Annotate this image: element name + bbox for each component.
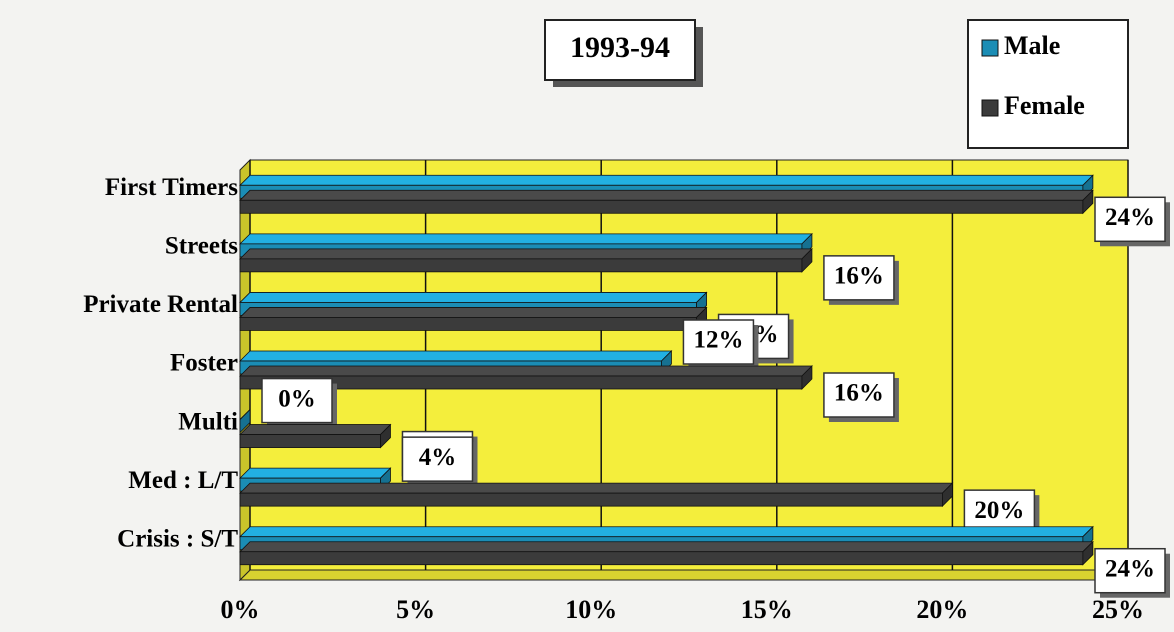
data-label: 4%	[419, 444, 457, 471]
bar-top	[239, 526, 1094, 538]
bar-end	[380, 423, 391, 449]
bar	[239, 434, 381, 448]
x-tick-label: 20%	[916, 595, 968, 624]
x-tick-label: 15%	[741, 595, 793, 624]
y-tick-label: Foster	[170, 350, 238, 377]
title-box	[544, 19, 696, 81]
bar-top	[239, 174, 1094, 186]
data-label: 0%	[278, 385, 316, 412]
y-tick-label: Multi	[178, 408, 238, 435]
bar-end	[239, 408, 251, 434]
bar-top	[239, 292, 708, 303]
label-box	[401, 436, 474, 482]
bar-end	[942, 482, 953, 508]
bar-top	[239, 424, 392, 435]
bar-end	[801, 247, 813, 273]
bar	[239, 492, 943, 507]
label-box	[1094, 196, 1166, 243]
bar-top	[239, 482, 954, 494]
data-label: 20%	[974, 497, 1024, 524]
legend-swatch	[981, 99, 999, 117]
label-box	[682, 319, 755, 365]
legend-label: Female	[1004, 91, 1085, 120]
data-label: 24%	[1105, 555, 1155, 582]
chart-title: 1993-94	[570, 31, 670, 64]
legend-label: Male	[1004, 31, 1060, 60]
bar-top	[239, 365, 813, 377]
x-tick-label: 10%	[565, 595, 617, 624]
y-tick-label: Streets	[165, 233, 238, 260]
data-label: 24%	[1105, 204, 1155, 231]
bar-top	[239, 307, 708, 318]
bar	[239, 258, 803, 273]
label-box	[823, 372, 895, 418]
x-tick-label: 5%	[396, 595, 435, 624]
bar-end	[801, 365, 813, 390]
data-label: 16%	[834, 380, 884, 407]
bar-top	[239, 350, 673, 362]
bar-top	[239, 467, 392, 479]
bar	[239, 551, 1084, 566]
x-tick-label: 25%	[1092, 595, 1144, 624]
data-label: 16%	[834, 263, 884, 290]
bar-top	[239, 541, 1094, 553]
bar-end	[1082, 189, 1094, 215]
y-tick-label: First Timers	[105, 174, 238, 201]
legend-box	[967, 19, 1129, 149]
x-tick-label: 0%	[221, 595, 260, 624]
bar	[239, 317, 697, 331]
label-box	[1094, 547, 1166, 594]
bar-top	[239, 233, 813, 245]
bar	[239, 199, 1084, 214]
y-tick-label: Med : L/T	[128, 467, 238, 494]
legend-swatch	[981, 39, 999, 57]
y-tick-label: Crisis : S/T	[117, 525, 238, 552]
bar-end	[1082, 540, 1094, 566]
plot-floor	[238, 569, 1130, 581]
bar-top	[239, 248, 813, 260]
bar-top	[239, 189, 1094, 201]
y-tick-label: Private Rental	[83, 291, 238, 318]
label-box	[823, 255, 895, 301]
label-box	[261, 377, 333, 424]
data-label: 12%	[693, 327, 743, 354]
